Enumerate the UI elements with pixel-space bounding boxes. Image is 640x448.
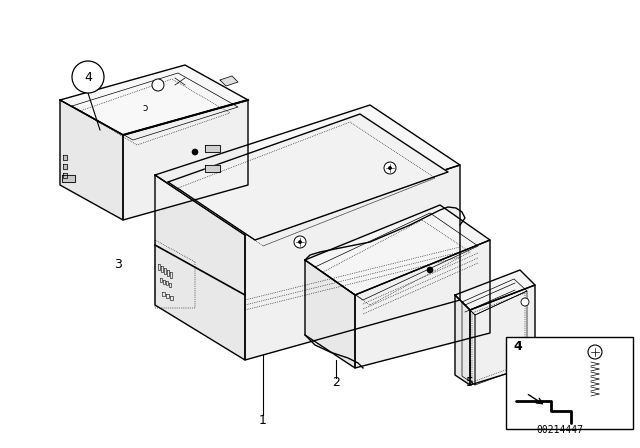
Polygon shape	[470, 285, 535, 385]
Polygon shape	[455, 270, 535, 310]
Text: 3: 3	[114, 258, 122, 271]
Circle shape	[298, 241, 301, 244]
Text: 4: 4	[84, 70, 92, 83]
Polygon shape	[205, 145, 220, 152]
Circle shape	[152, 79, 164, 91]
Polygon shape	[355, 240, 490, 368]
Circle shape	[521, 298, 529, 306]
Polygon shape	[168, 114, 448, 240]
Text: 1: 1	[259, 414, 267, 426]
Text: ↄ: ↄ	[142, 103, 148, 113]
Circle shape	[588, 345, 602, 359]
Polygon shape	[205, 165, 220, 172]
Polygon shape	[62, 175, 75, 182]
Circle shape	[388, 167, 392, 169]
Polygon shape	[123, 100, 248, 220]
Polygon shape	[155, 105, 460, 235]
Polygon shape	[63, 173, 67, 178]
Circle shape	[427, 267, 433, 273]
Text: 4: 4	[514, 340, 522, 353]
Text: 00214447: 00214447	[536, 425, 584, 435]
Polygon shape	[455, 295, 470, 385]
Polygon shape	[220, 76, 238, 86]
Circle shape	[384, 162, 396, 174]
Text: 5: 5	[466, 375, 474, 388]
Polygon shape	[63, 164, 67, 169]
Circle shape	[192, 149, 198, 155]
Polygon shape	[245, 165, 460, 360]
Bar	[506, 337, 633, 429]
Polygon shape	[63, 155, 67, 160]
Polygon shape	[305, 260, 355, 368]
Circle shape	[294, 236, 306, 248]
Circle shape	[72, 61, 104, 93]
Polygon shape	[60, 65, 248, 135]
Polygon shape	[155, 175, 245, 360]
Text: 2: 2	[332, 375, 340, 388]
Polygon shape	[60, 100, 123, 220]
Polygon shape	[305, 205, 490, 295]
